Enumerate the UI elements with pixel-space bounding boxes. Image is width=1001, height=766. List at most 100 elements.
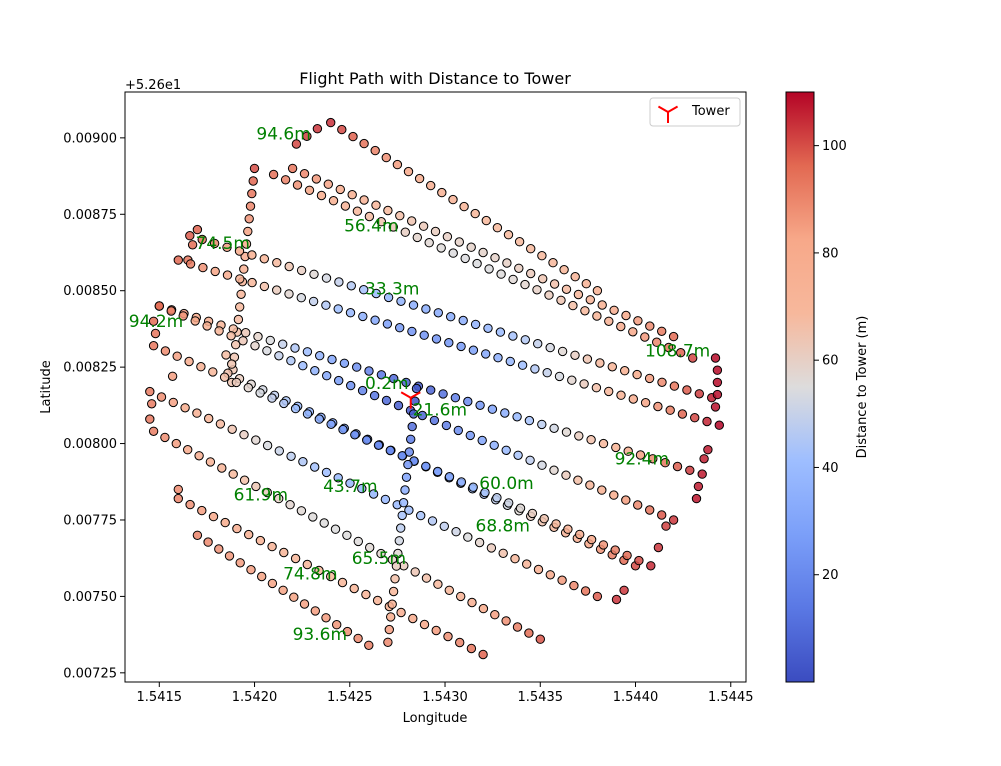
colorbar-tick-label: 60 (822, 354, 839, 369)
tower-arm (410, 391, 421, 399)
flight-point (522, 559, 532, 569)
flight-point (171, 438, 182, 449)
flight-point (231, 340, 241, 350)
flight-point (241, 328, 251, 338)
flight-point (537, 460, 547, 470)
flight-point (361, 589, 371, 600)
flight-point (323, 179, 333, 189)
flight-point (433, 579, 443, 589)
legend-label-tower: Tower (691, 104, 730, 119)
flight-point (267, 578, 278, 589)
flight-point (394, 536, 404, 546)
flight-point (419, 619, 430, 630)
flight-point (302, 559, 312, 570)
flight-point (404, 447, 414, 457)
flight-point (585, 295, 595, 305)
flight-point (512, 412, 522, 422)
flight-point (597, 485, 607, 495)
flight-point (390, 574, 400, 584)
flight-point (247, 250, 257, 260)
flight-point (302, 409, 313, 419)
flight-point (233, 314, 244, 325)
flight-point (408, 300, 419, 310)
flight-point (228, 469, 238, 479)
flight-point (362, 435, 372, 445)
flight-point (246, 565, 256, 575)
flight-point (645, 321, 655, 331)
flight-point (272, 258, 282, 268)
distance-annotation: 94.2m (129, 312, 183, 332)
flight-point (333, 304, 343, 314)
flight-point (640, 332, 650, 342)
flight-point (419, 330, 429, 340)
flight-point (383, 637, 393, 647)
flight-point (315, 351, 325, 361)
flight-point (505, 356, 515, 367)
flight-point (444, 585, 454, 595)
flight-point (210, 266, 220, 277)
flight-point (442, 232, 453, 242)
chart-title: Flight Path with Distance to Tower (299, 69, 571, 88)
flight-point (551, 519, 561, 529)
flight-point (388, 222, 398, 232)
flight-point (568, 300, 578, 311)
flight-point (310, 606, 320, 616)
flight-point (682, 385, 692, 395)
flight-point (549, 279, 560, 289)
flight-point (371, 200, 381, 210)
flight-point (456, 341, 466, 352)
flight-point (346, 281, 356, 291)
x-tick-label: 1.5415 (137, 690, 183, 705)
flight-point (262, 440, 273, 451)
flight-point (411, 383, 422, 394)
flight-point (433, 466, 443, 477)
flight-point (372, 595, 383, 606)
flight-point (556, 295, 566, 305)
flight-point (255, 388, 265, 398)
flight-point (493, 353, 503, 363)
flight-point (712, 389, 723, 400)
flight-point (286, 451, 296, 461)
flight-point (160, 432, 170, 443)
flight-point (448, 248, 458, 258)
flight-point (342, 530, 352, 540)
flight-point (514, 263, 524, 273)
colorbar-tick-label: 40 (822, 461, 839, 476)
flight-point (496, 269, 506, 279)
flight-point (657, 377, 667, 387)
flight-point (382, 319, 393, 329)
flight-point (520, 335, 530, 345)
flight-point (184, 356, 194, 367)
flight-point (397, 510, 407, 521)
colorbar (785, 91, 815, 683)
flight-point (581, 279, 591, 289)
flight-point (309, 269, 319, 279)
flight-point (333, 473, 343, 483)
flight-point (400, 227, 410, 237)
flight-point (436, 243, 446, 253)
flight-point (173, 493, 184, 504)
flight-point (352, 362, 362, 372)
x-tick-label: 1.5425 (327, 690, 373, 705)
flight-point (657, 326, 667, 336)
flight-point (513, 450, 523, 460)
distance-annotation: 74.5m (196, 234, 250, 254)
flight-point (508, 274, 518, 285)
flight-point (383, 205, 393, 216)
x-tick-label: 1.5445 (708, 690, 754, 705)
flight-point (548, 258, 558, 268)
flight-point (500, 408, 510, 418)
flight-point (391, 561, 402, 571)
flight-point (710, 402, 721, 412)
flight-point (274, 446, 284, 456)
flight-point (592, 286, 603, 296)
flight-point (321, 273, 332, 283)
flight-point (296, 293, 306, 303)
flight-point (573, 475, 583, 485)
flight-point (532, 285, 542, 295)
flight-point (470, 208, 480, 219)
flight-point (239, 430, 249, 440)
flight-point (314, 565, 324, 576)
flight-point (147, 399, 157, 409)
flight-point (284, 261, 294, 272)
